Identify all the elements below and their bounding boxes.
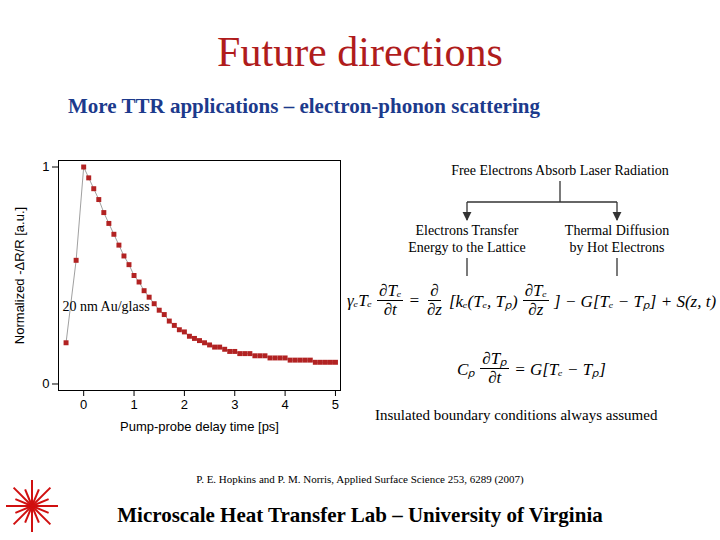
html-text:Insulated boundary conditions: Insulated boundary conditions always ass… <box>375 407 658 423</box>
svg-text:5: 5 <box>332 397 339 412</box>
svg-text:3: 3 <box>231 397 238 412</box>
html-text:∂z [kₑ(Tₑ, Tₚ): ∂z [kₑ(Tₑ, Tₚ) <box>426 292 518 319</box>
svg-text:Normalized -ΔR/R [a.u.]: Normalized -ΔR/R [a.u.] <box>12 207 27 344</box>
html-text:] − G[Tₑ − Tₚ] + S(z, t): ] − G[Tₑ − Tₚ] + S(z, t) <box>554 292 717 311</box>
svg-text:4: 4 <box>281 397 288 412</box>
html-text:Cₚ: Cₚ <box>457 360 476 379</box>
html-text:Free Electrons Absorb Laser Ra: Free Electrons Absorb Laser Radiation <box>451 163 669 178</box>
svg-text:0: 0 <box>80 397 87 412</box>
html-text:∂z: ∂z <box>528 300 544 319</box>
html-text:Energy to the Lattice: Energy to the Lattice <box>408 240 526 255</box>
svg-text:1: 1 <box>42 159 49 174</box>
html-text:P. E. Hopkins and P. M. Norris: P. E. Hopkins and P. M. Norris, Applied … <box>196 473 524 485</box>
html-text:∂Tₑ: ∂Tₑ <box>524 281 547 300</box>
html-text:∂t: ∂t <box>383 300 397 319</box>
svg-text:2: 2 <box>181 397 188 412</box>
html-text:∂t: ∂t <box>488 368 502 387</box>
html-text:Electrons Transfer: Electrons Transfer <box>415 223 519 238</box>
html-text:γₑTₑ ∂Tₑ: γₑTₑ ∂Tₑ <box>347 281 402 310</box>
html-text:More TTR applications – electr: More TTR applications – electron-phonon … <box>68 94 540 118</box>
html-text:by Hot Electrons: by Hot Electrons <box>569 240 665 255</box>
svg-text:0: 0 <box>42 376 49 391</box>
html-text:Thermal Diffusion: Thermal Diffusion <box>564 223 670 238</box>
html-text:= G[Tₑ − Tₚ]: = G[Tₑ − Tₚ] <box>514 360 606 379</box>
html-text:∂Tₚ: ∂Tₚ <box>482 349 508 368</box>
html-text:Microscale Heat Transfer Lab –: Microscale Heat Transfer Lab – Universit… <box>117 503 603 527</box>
svg-text:1: 1 <box>130 397 137 412</box>
svg-text:Pump-probe delay time [ps]: Pump-probe delay time [ps] <box>120 419 279 434</box>
svg-text:20 nm Au/glass: 20 nm Au/glass <box>63 299 150 314</box>
html-text:Future directions: Future directions <box>217 29 503 75</box>
